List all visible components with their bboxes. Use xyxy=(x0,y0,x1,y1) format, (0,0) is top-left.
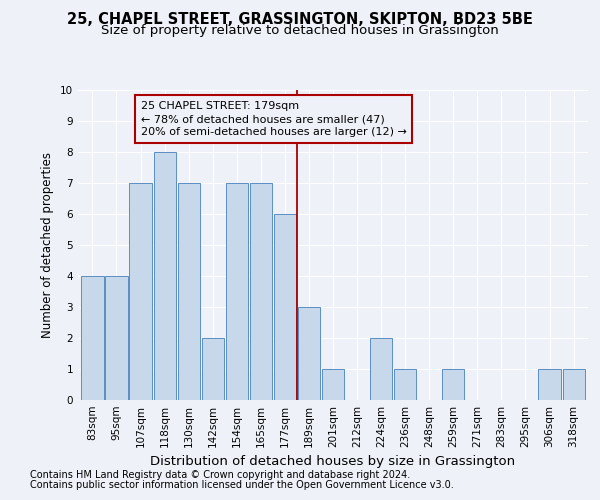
Bar xyxy=(322,369,344,400)
Text: 25, CHAPEL STREET, GRASSINGTON, SKIPTON, BD23 5BE: 25, CHAPEL STREET, GRASSINGTON, SKIPTON,… xyxy=(67,12,533,28)
Bar xyxy=(274,214,296,400)
X-axis label: Distribution of detached houses by size in Grassington: Distribution of detached houses by size … xyxy=(151,456,515,468)
Bar xyxy=(82,276,104,400)
Bar xyxy=(202,338,224,400)
Bar xyxy=(154,152,176,400)
Text: 25 CHAPEL STREET: 179sqm
← 78% of detached houses are smaller (47)
20% of semi-d: 25 CHAPEL STREET: 179sqm ← 78% of detach… xyxy=(140,101,406,137)
Bar xyxy=(250,183,272,400)
Bar xyxy=(442,369,464,400)
Bar xyxy=(298,307,320,400)
Bar xyxy=(563,369,584,400)
Bar xyxy=(226,183,248,400)
Text: Contains public sector information licensed under the Open Government Licence v3: Contains public sector information licen… xyxy=(30,480,454,490)
Y-axis label: Number of detached properties: Number of detached properties xyxy=(41,152,55,338)
Bar xyxy=(130,183,152,400)
Bar xyxy=(370,338,392,400)
Bar xyxy=(538,369,560,400)
Bar xyxy=(178,183,200,400)
Text: Size of property relative to detached houses in Grassington: Size of property relative to detached ho… xyxy=(101,24,499,37)
Bar xyxy=(394,369,416,400)
Text: Contains HM Land Registry data © Crown copyright and database right 2024.: Contains HM Land Registry data © Crown c… xyxy=(30,470,410,480)
Bar xyxy=(106,276,128,400)
